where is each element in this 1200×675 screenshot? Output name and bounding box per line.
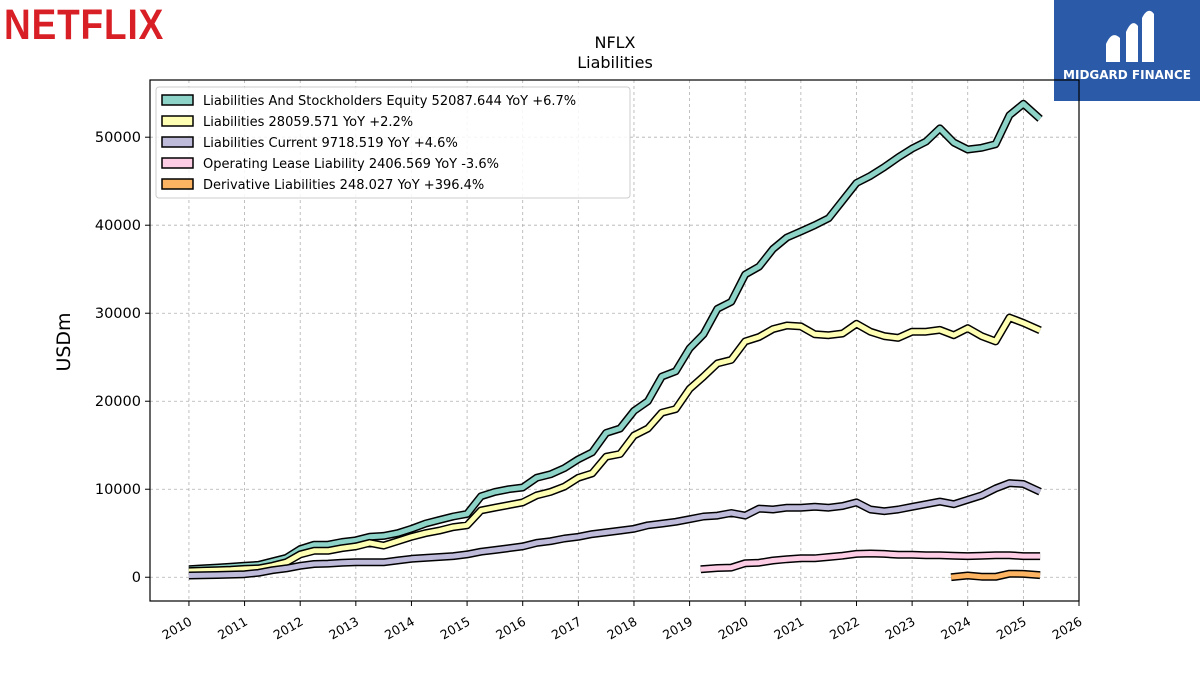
- series-line-1: [188, 315, 1042, 574]
- y-tick-label: 10000: [95, 482, 141, 498]
- x-tick-label: 2026: [1049, 614, 1084, 643]
- series-line-0: [188, 101, 1042, 572]
- midgard-finance-logo: MIDGARD FINANCE: [1054, 0, 1200, 101]
- legend-entry: Operating Lease Liability 2406.569 YoY -…: [203, 157, 499, 172]
- legend-swatch: [161, 157, 194, 169]
- x-tick-label: 2017: [549, 614, 584, 643]
- legend-entry: Liabilities Current 9718.519 YoY +4.6%: [203, 136, 458, 151]
- y-tick-label: 20000: [95, 394, 141, 410]
- y-tick-label: 40000: [95, 218, 141, 234]
- x-tick-label: 2014: [382, 614, 417, 643]
- legend-swatch: [161, 115, 194, 127]
- legend-entry: Liabilities 28059.571 YoY +2.2%: [203, 115, 413, 130]
- x-tick-label: 2023: [883, 614, 918, 643]
- legend-box: [155, 86, 631, 199]
- series-line-4: [950, 571, 1041, 580]
- x-tick-label: 2018: [604, 614, 639, 643]
- legend-swatch: [161, 136, 194, 148]
- legend-swatch: [161, 178, 194, 190]
- x-tick-label: 2019: [660, 614, 695, 643]
- netflix-logo: NETFLIX: [4, 1, 165, 49]
- series-line-3: [700, 551, 1041, 572]
- legend-swatch: [161, 94, 194, 106]
- x-axis: 2010 2011 2012 2013 2014 2015 2016 2017 2018 2019…: [159, 601, 1085, 643]
- x-tick-label: 2012: [271, 614, 306, 643]
- x-tick-label: 2010: [159, 614, 194, 643]
- midgard-logo-text: MIDGARD FINANCE: [1063, 68, 1191, 82]
- legend-entry: Liabilities And Stockholders Equity 5208…: [203, 94, 576, 109]
- chart-subtitle: Liabilities: [577, 53, 653, 72]
- y-tick-label: 50000: [95, 130, 141, 146]
- legend: Liabilities And Stockholders Equity 5208…: [155, 86, 631, 199]
- x-tick-label: 2024: [938, 614, 973, 643]
- y-tick-label: 30000: [95, 306, 141, 322]
- x-tick-label: 2021: [771, 614, 806, 643]
- x-tick-label: 2020: [716, 614, 751, 643]
- x-tick-label: 2016: [493, 614, 528, 643]
- x-tick-label: 2015: [438, 614, 473, 643]
- chart-title: NFLX: [594, 33, 635, 52]
- series-lines: [188, 99, 1043, 582]
- x-tick-label: 2025: [994, 614, 1029, 643]
- y-axis-label: USDm: [53, 312, 75, 371]
- y-tick-label: 0: [132, 570, 141, 586]
- y-axis: 0 10000 20000 30000 40000 50000: [95, 130, 150, 586]
- series-line-2: [188, 480, 1042, 578]
- plot-frame: [149, 79, 1080, 602]
- x-tick-label: 2011: [215, 614, 250, 643]
- midgard-logo-mark-icon: [1106, 10, 1154, 62]
- legend-entry: Derivative Liabilities 248.027 YoY +396.…: [203, 178, 484, 193]
- x-tick-label: 2022: [827, 614, 862, 643]
- x-tick-label: 2013: [326, 614, 361, 643]
